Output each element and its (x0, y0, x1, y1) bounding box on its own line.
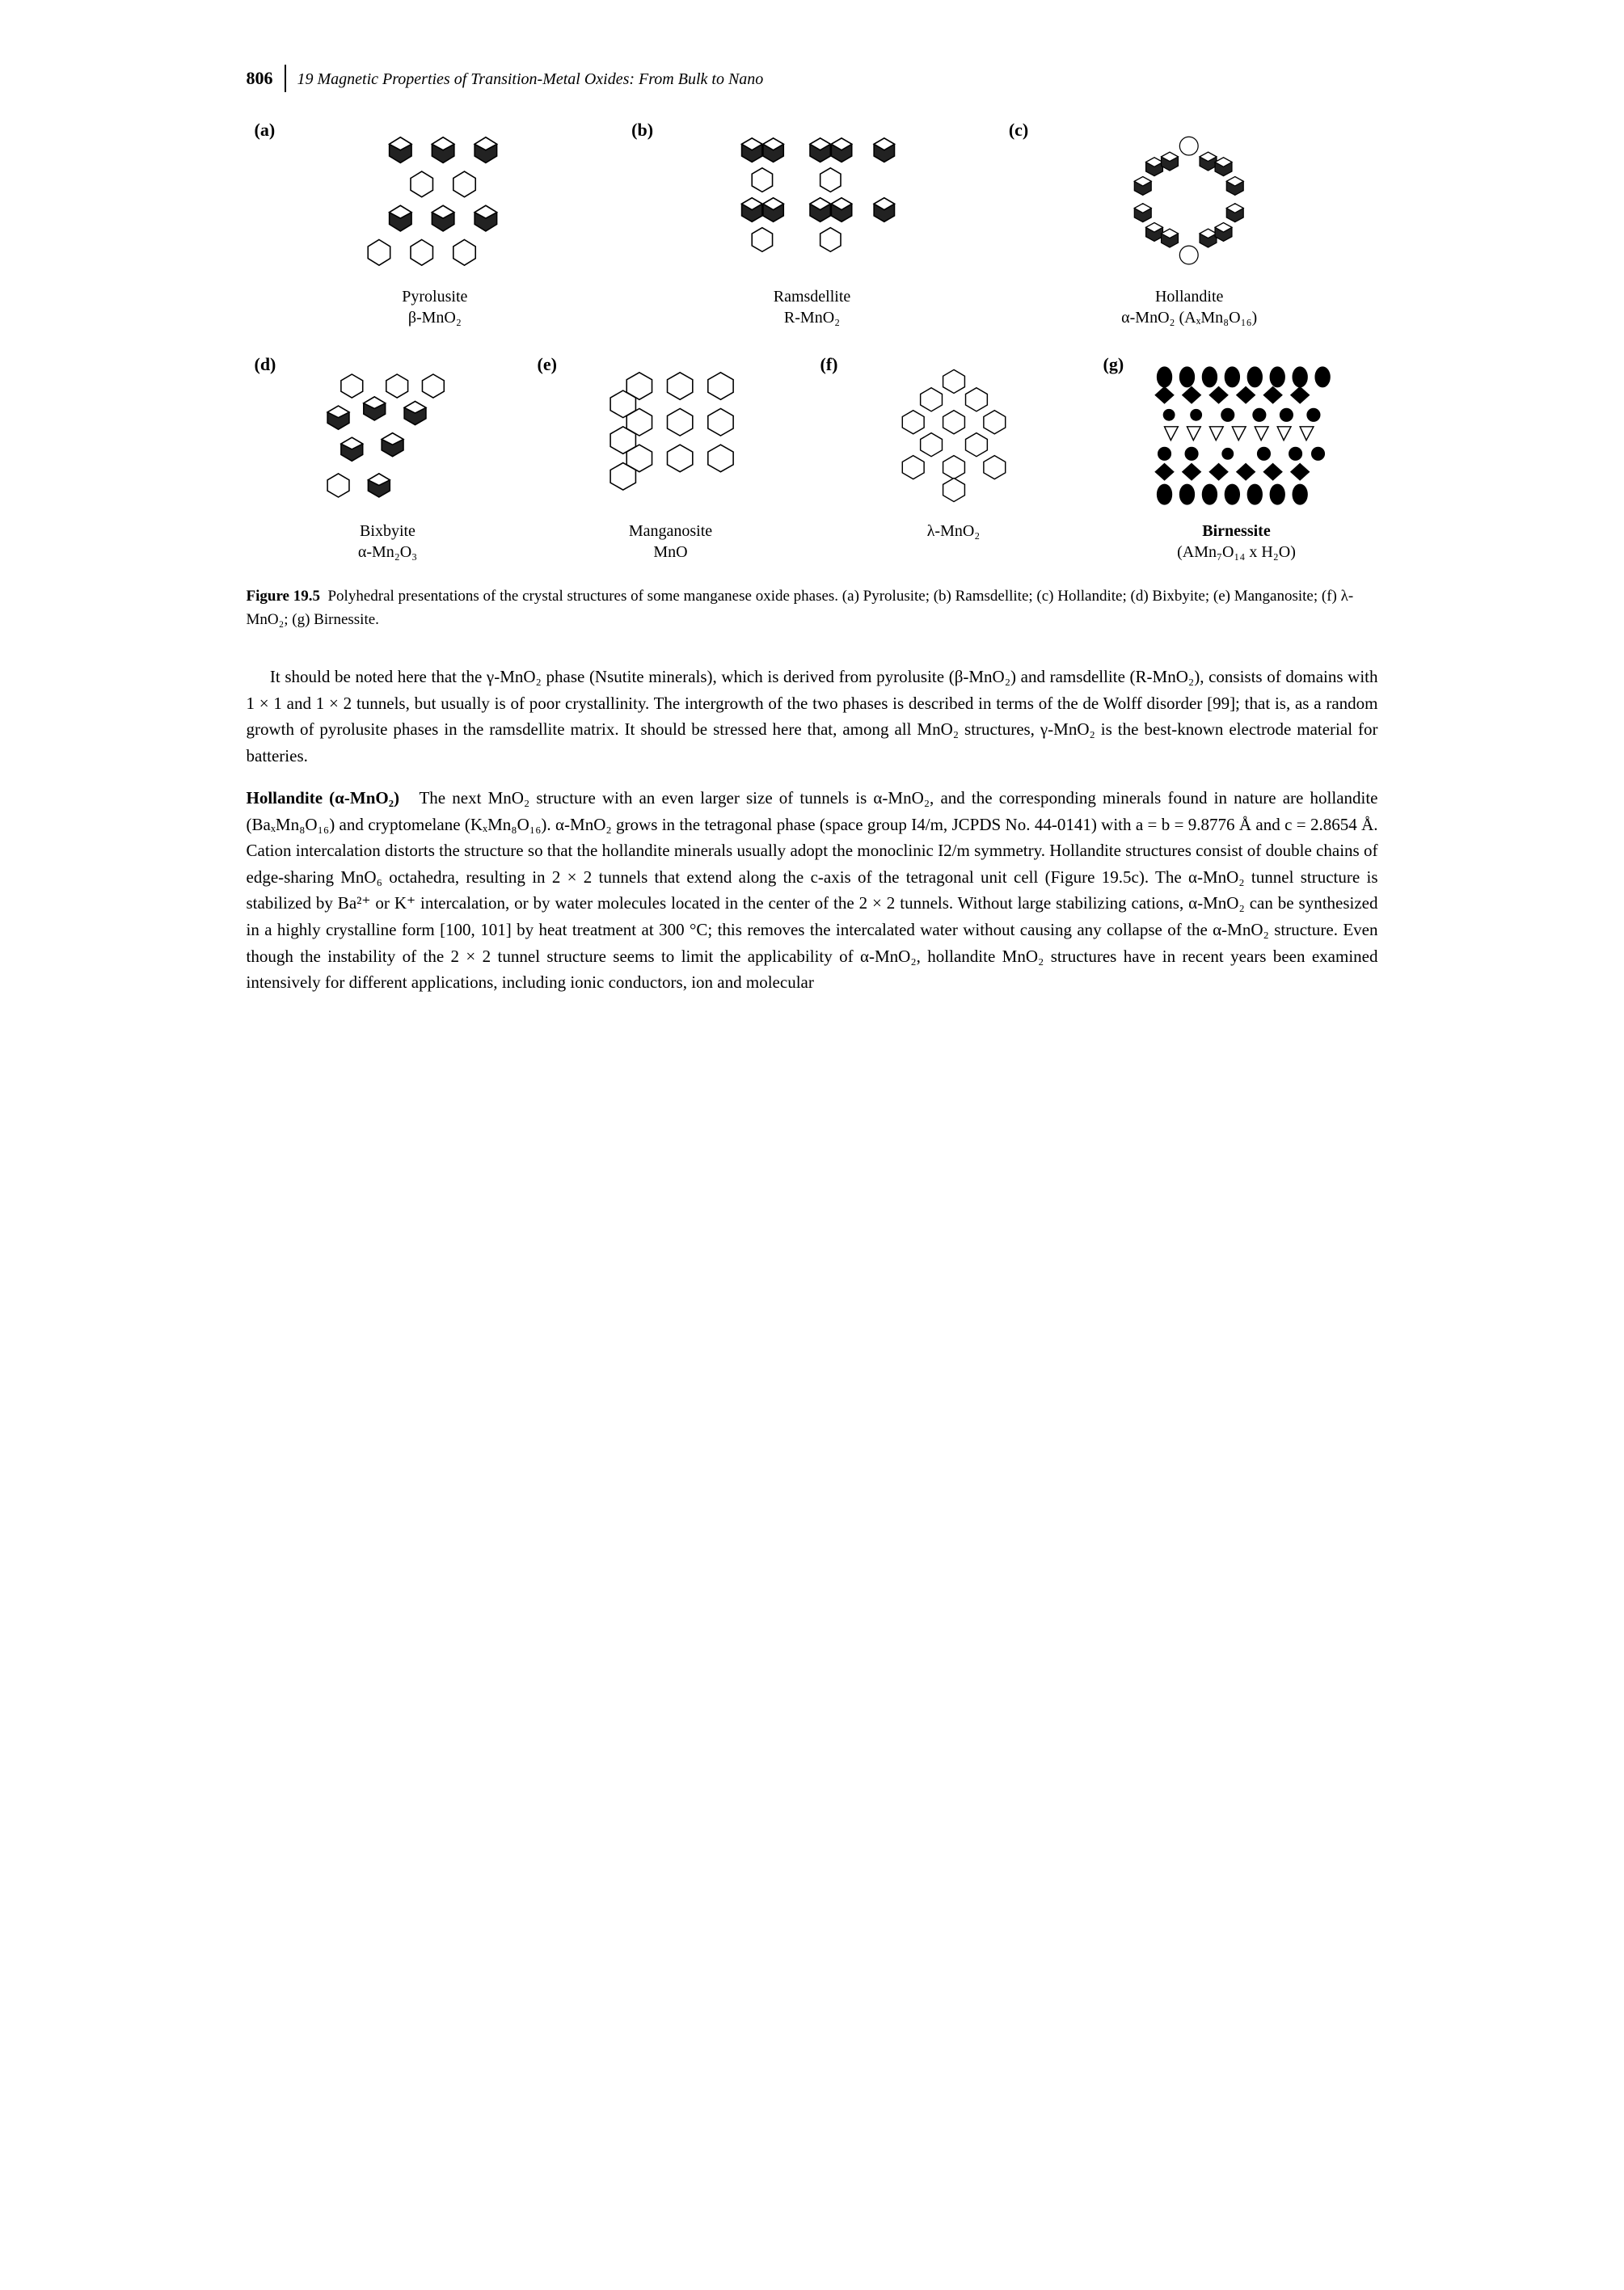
fig-cell-f: (f) (812, 351, 1095, 542)
fig-formula-a: β-MnO₂ (253, 307, 618, 328)
figure-19-5: (a) (247, 116, 1378, 631)
structure-hollandite-icon (1007, 116, 1372, 278)
fig-cell-c: (c) (1001, 116, 1378, 328)
figure-caption: Figure 19.5 Polyhedral presentations of … (247, 585, 1378, 631)
fig-cell-b: (b) (623, 116, 1001, 328)
page-header: 806 19 Magnetic Properties of Transition… (247, 65, 1378, 92)
fig-cell-a: (a) (247, 116, 624, 328)
run-in-heading: Hollandite (α-MnO₂) (247, 788, 400, 808)
fig-cell-g: (g) (1095, 351, 1378, 563)
figure-row-1: (a) (247, 116, 1378, 328)
paragraph-1: It should be noted here that the γ-MnO₂ … (247, 664, 1378, 769)
fig-letter-c: (c) (1009, 116, 1028, 144)
structure-ramsdellite-icon (630, 116, 994, 278)
fig-letter-e: (e) (538, 351, 557, 378)
structure-bixbyite-icon (253, 351, 523, 512)
paragraph-2-body: The next MnO₂ structure with an even lar… (247, 788, 1378, 992)
fig-formula-e: MnO (536, 542, 806, 563)
fig-name-d: Bixbyite (253, 521, 523, 542)
paragraph-2: Hollandite (α-MnO₂) The next MnO₂ struct… (247, 785, 1378, 995)
fig-name-b: Ramsdellite (630, 286, 994, 307)
figure-row-2: (d) Bixbyi (247, 351, 1378, 563)
fig-formula-d: α-Mn₂O₃ (253, 542, 523, 563)
fig-name-a: Pyrolusite (253, 286, 618, 307)
structure-lambda-mno2-icon (819, 351, 1089, 512)
fig-formula-b: R-MnO₂ (630, 307, 994, 328)
fig-formula-g: (AMn₇O₁₄ x H₂O) (1102, 542, 1372, 563)
fig-name-e: Manganosite (536, 521, 806, 542)
page-number: 806 (247, 65, 286, 92)
fig-cell-d: (d) Bixbyi (247, 351, 529, 563)
fig-letter-g: (g) (1103, 351, 1124, 378)
fig-letter-b: (b) (631, 116, 653, 144)
fig-letter-d: (d) (255, 351, 276, 378)
fig-name-g: Birnessite (1102, 521, 1372, 542)
fig-letter-f: (f) (820, 351, 838, 378)
structure-pyrolusite-icon (253, 116, 618, 278)
running-title: 19 Magnetic Properties of Transition-Met… (297, 67, 764, 92)
structure-manganosite-icon (536, 351, 806, 512)
figure-caption-text: Polyhedral presentations of the crystal … (247, 588, 1354, 628)
fig-formula-f: λ-MnO₂ (819, 521, 1089, 542)
body-text: It should be noted here that the γ-MnO₂ … (247, 664, 1378, 996)
fig-letter-a: (a) (255, 116, 276, 144)
structure-birnessite-icon (1102, 351, 1372, 512)
fig-formula-c: α-MnO₂ (AₓMn₈O₁₆) (1007, 307, 1372, 328)
fig-name-c: Hollandite (1007, 286, 1372, 307)
figure-caption-label: Figure 19.5 (247, 588, 320, 605)
fig-cell-e: (e) (529, 351, 812, 563)
